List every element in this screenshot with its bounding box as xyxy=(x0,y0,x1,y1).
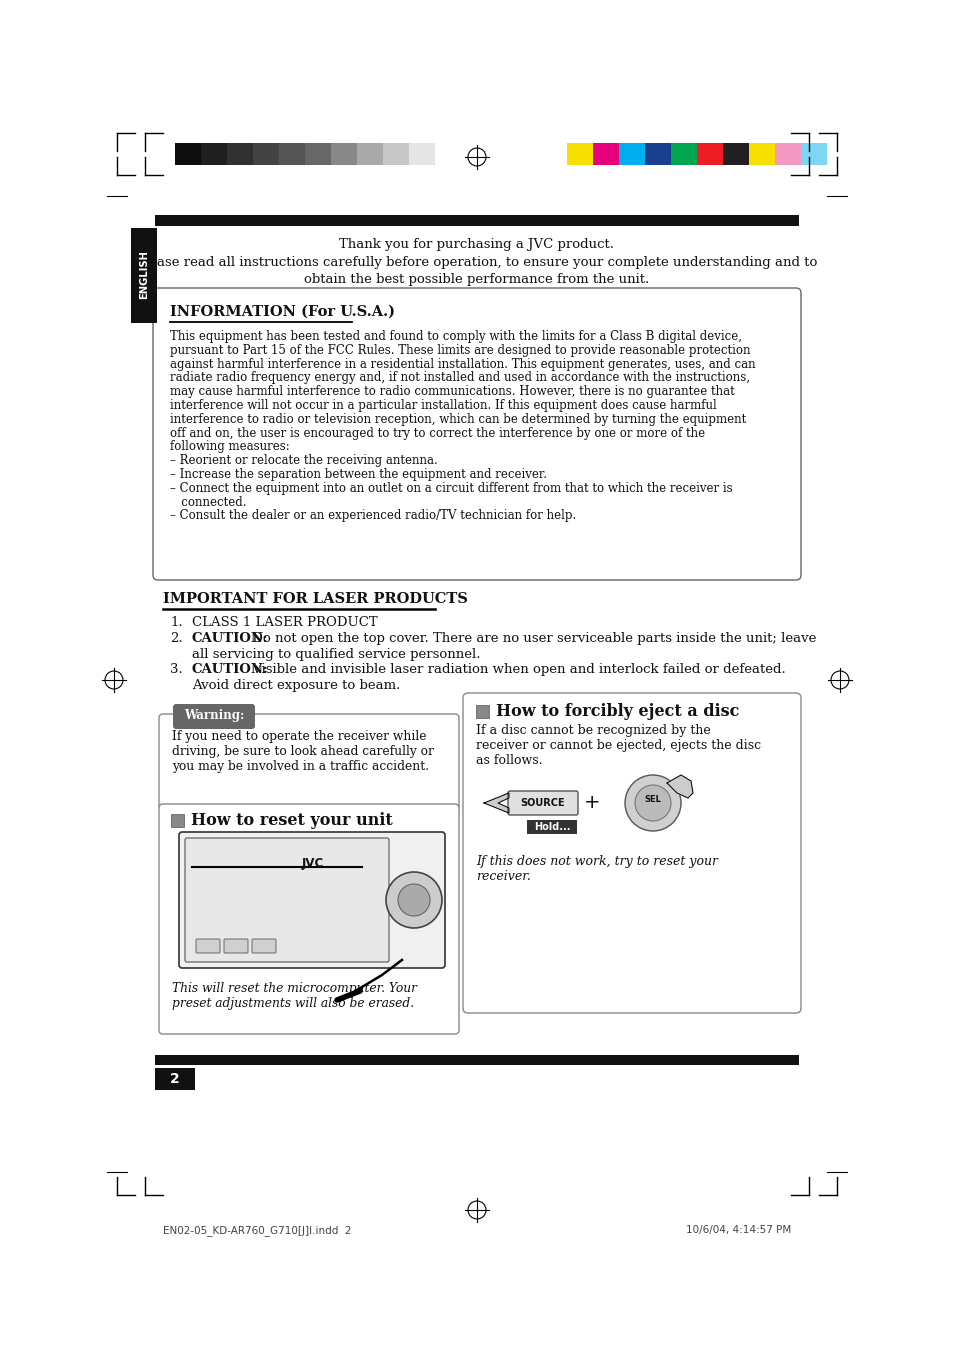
Circle shape xyxy=(624,775,680,831)
Polygon shape xyxy=(483,793,509,813)
Text: IMPORTANT FOR LASER PRODUCTS: IMPORTANT FOR LASER PRODUCTS xyxy=(163,592,467,607)
Bar xyxy=(154,215,799,226)
Bar xyxy=(409,143,435,165)
Text: CLASS 1 LASER PRODUCT: CLASS 1 LASER PRODUCT xyxy=(192,616,377,630)
Text: pursuant to Part 15 of the FCC Rules. These limits are designed to provide reaso: pursuant to Part 15 of the FCC Rules. Th… xyxy=(170,343,750,357)
Text: +: + xyxy=(583,793,599,812)
Text: radiate radio frequency energy and, if not installed and used in accordance with: radiate radio frequency energy and, if n… xyxy=(170,372,749,385)
Text: interference to radio or television reception, which can be determined by turnin: interference to radio or television rece… xyxy=(170,413,745,426)
Text: obtain the best possible performance from the unit.: obtain the best possible performance fro… xyxy=(304,273,649,286)
FancyBboxPatch shape xyxy=(159,804,458,1034)
FancyBboxPatch shape xyxy=(152,288,801,580)
Bar xyxy=(382,143,409,165)
Bar xyxy=(801,143,826,165)
Circle shape xyxy=(635,785,670,821)
FancyBboxPatch shape xyxy=(185,838,389,962)
Text: Please read all instructions carefully before operation, to ensure your complete: Please read all instructions carefully b… xyxy=(136,255,817,269)
FancyBboxPatch shape xyxy=(224,939,248,952)
Bar xyxy=(171,815,184,827)
Text: JVC: JVC xyxy=(302,857,324,870)
Text: 2: 2 xyxy=(170,1071,180,1086)
Text: following measures:: following measures: xyxy=(170,440,290,454)
Text: ENGLISH: ENGLISH xyxy=(139,250,149,300)
Text: 3.: 3. xyxy=(170,663,183,676)
Bar xyxy=(476,705,489,717)
Bar xyxy=(722,143,748,165)
Text: – Increase the separation between the equipment and receiver.: – Increase the separation between the eq… xyxy=(170,467,546,481)
Text: may cause harmful interference to radio communications. However, there is no gua: may cause harmful interference to radio … xyxy=(170,385,734,399)
Text: Hold...: Hold... xyxy=(533,821,570,832)
Text: 2.: 2. xyxy=(170,632,182,644)
Text: Do not open the top cover. There are no user serviceable parts inside the unit; : Do not open the top cover. There are no … xyxy=(248,632,816,644)
Bar xyxy=(593,143,618,165)
Text: Avoid direct exposure to beam.: Avoid direct exposure to beam. xyxy=(192,680,400,692)
Text: receiver or cannot be ejected, ejects the disc: receiver or cannot be ejected, ejects th… xyxy=(476,739,760,753)
Text: How to forcibly eject a disc: How to forcibly eject a disc xyxy=(496,703,739,720)
Text: INFORMATION (For U.S.A.): INFORMATION (For U.S.A.) xyxy=(170,305,395,319)
Text: – Connect the equipment into an outlet on a circuit different from that to which: – Connect the equipment into an outlet o… xyxy=(170,482,732,494)
Text: 10/6/04, 4:14:57 PM: 10/6/04, 4:14:57 PM xyxy=(685,1225,790,1235)
Text: If this does not work, try to reset your: If this does not work, try to reset your xyxy=(476,855,718,867)
Text: EN02-05_KD-AR760_G710[J]I.indd  2: EN02-05_KD-AR760_G710[J]I.indd 2 xyxy=(163,1225,351,1236)
Bar xyxy=(566,143,593,165)
Text: If a disc cannot be recognized by the: If a disc cannot be recognized by the xyxy=(476,724,710,738)
Bar xyxy=(253,143,278,165)
FancyBboxPatch shape xyxy=(195,939,220,952)
Bar xyxy=(748,143,774,165)
Bar xyxy=(174,143,201,165)
Bar xyxy=(154,1069,194,1090)
Bar xyxy=(697,143,722,165)
Text: preset adjustments will also be erased.: preset adjustments will also be erased. xyxy=(172,997,414,1011)
Text: – Consult the dealer or an experienced radio/TV technician for help.: – Consult the dealer or an experienced r… xyxy=(170,509,576,523)
Text: as follows.: as follows. xyxy=(476,754,542,767)
Bar xyxy=(435,143,460,165)
Text: How to reset your unit: How to reset your unit xyxy=(191,812,393,830)
Bar xyxy=(356,143,382,165)
Text: This will reset the microcomputer. Your: This will reset the microcomputer. Your xyxy=(172,982,416,994)
Bar xyxy=(670,143,697,165)
Text: CAUTION:: CAUTION: xyxy=(192,632,268,644)
FancyBboxPatch shape xyxy=(159,713,458,811)
Circle shape xyxy=(397,884,430,916)
Bar xyxy=(526,820,577,834)
FancyBboxPatch shape xyxy=(252,939,275,952)
Text: This equipment has been tested and found to comply with the limits for a Class B: This equipment has been tested and found… xyxy=(170,330,741,343)
Text: all servicing to qualified service personnel.: all servicing to qualified service perso… xyxy=(192,648,480,661)
Text: CAUTION:: CAUTION: xyxy=(192,663,268,676)
Text: Thank you for purchasing a JVC product.: Thank you for purchasing a JVC product. xyxy=(339,238,614,251)
Text: Visible and invisible laser radiation when open and interlock failed or defeated: Visible and invisible laser radiation wh… xyxy=(248,663,785,676)
Bar xyxy=(278,143,305,165)
Text: 1.: 1. xyxy=(170,616,182,630)
Bar xyxy=(131,228,157,323)
Bar xyxy=(331,143,356,165)
FancyBboxPatch shape xyxy=(507,790,578,815)
Bar xyxy=(774,143,801,165)
Bar xyxy=(644,143,670,165)
Bar xyxy=(154,1055,799,1065)
FancyBboxPatch shape xyxy=(462,693,801,1013)
Text: off and on, the user is encouraged to try to correct the interference by one or : off and on, the user is encouraged to tr… xyxy=(170,427,704,439)
Text: SOURCE: SOURCE xyxy=(520,798,565,808)
Polygon shape xyxy=(666,775,692,798)
Bar xyxy=(227,143,253,165)
Text: against harmful interference in a residential installation. This equipment gener: against harmful interference in a reside… xyxy=(170,358,755,370)
Text: you may be involved in a traffic accident.: you may be involved in a traffic acciden… xyxy=(172,761,429,773)
Bar xyxy=(201,143,227,165)
Circle shape xyxy=(386,871,441,928)
Text: receiver.: receiver. xyxy=(476,870,530,884)
Text: driving, be sure to look ahead carefully or: driving, be sure to look ahead carefully… xyxy=(172,744,434,758)
FancyBboxPatch shape xyxy=(172,704,254,730)
Text: connected.: connected. xyxy=(170,496,246,508)
Text: SEL: SEL xyxy=(644,794,660,804)
Text: interference will not occur in a particular installation. If this equipment does: interference will not occur in a particu… xyxy=(170,399,716,412)
FancyBboxPatch shape xyxy=(179,832,444,969)
Text: Warning:: Warning: xyxy=(184,709,244,723)
Bar xyxy=(618,143,644,165)
Text: If you need to operate the receiver while: If you need to operate the receiver whil… xyxy=(172,730,426,743)
Text: – Reorient or relocate the receiving antenna.: – Reorient or relocate the receiving ant… xyxy=(170,454,437,467)
Bar xyxy=(305,143,331,165)
